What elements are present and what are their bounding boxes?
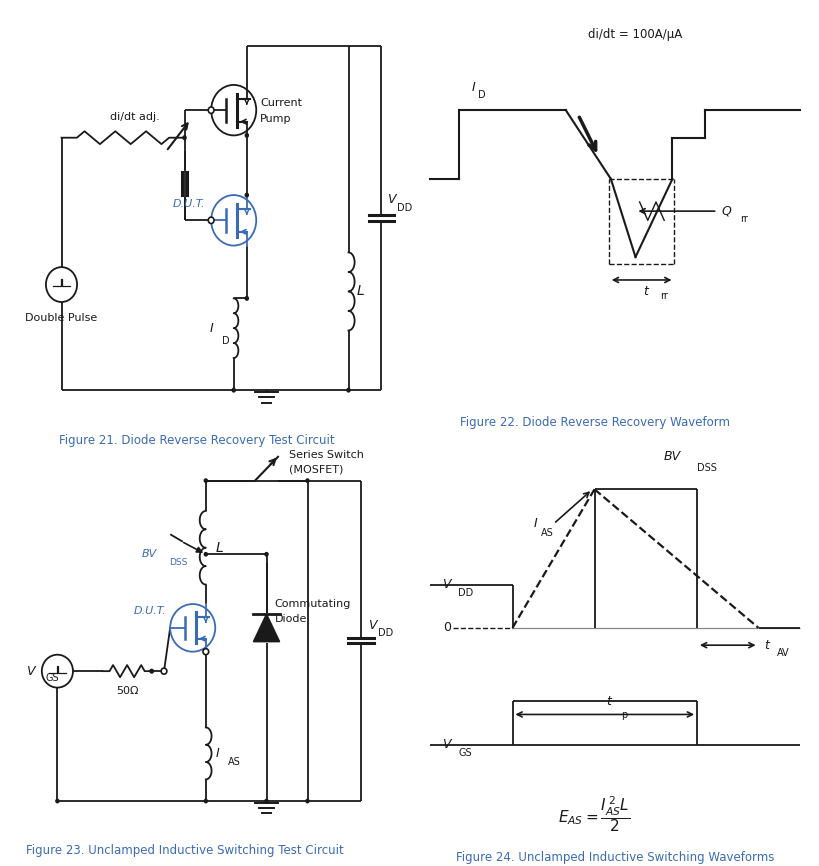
Circle shape [55, 798, 60, 804]
Text: p: p [621, 710, 627, 721]
Circle shape [264, 552, 269, 557]
Text: rr: rr [659, 292, 667, 301]
Circle shape [203, 478, 208, 483]
Text: D: D [477, 90, 485, 100]
Text: I: I [471, 81, 475, 94]
Circle shape [244, 296, 249, 301]
Text: GS: GS [458, 748, 472, 759]
Text: BV: BV [663, 450, 680, 463]
Text: AS: AS [229, 757, 241, 767]
Text: Double Pulse: Double Pulse [25, 313, 97, 324]
Polygon shape [253, 614, 279, 642]
Text: GS: GS [45, 673, 59, 683]
Text: L: L [356, 284, 364, 299]
Circle shape [208, 217, 214, 223]
Text: Figure 24. Unclamped Inductive Switching Waveforms: Figure 24. Unclamped Inductive Switching… [455, 850, 773, 864]
Text: DD: DD [378, 628, 393, 638]
Circle shape [305, 798, 310, 804]
Text: 0: 0 [442, 621, 450, 635]
Text: V: V [387, 193, 396, 206]
Circle shape [203, 649, 209, 655]
Text: Figure 22. Diode Reverse Recovery Waveform: Figure 22. Diode Reverse Recovery Wavefo… [459, 416, 729, 429]
Circle shape [203, 552, 208, 557]
Text: Diode: Diode [274, 614, 306, 624]
Text: V: V [442, 578, 450, 591]
Text: DD: DD [458, 588, 473, 598]
Text: AV: AV [776, 648, 789, 658]
Circle shape [208, 107, 214, 113]
Circle shape [305, 478, 310, 483]
Text: Q: Q [721, 204, 731, 217]
Text: BV: BV [141, 549, 156, 559]
Text: I: I [532, 517, 536, 531]
Circle shape [203, 798, 208, 804]
Text: V: V [442, 738, 450, 752]
Circle shape [170, 604, 215, 651]
Text: I: I [216, 746, 219, 760]
Text: Figure 21. Diode Reverse Recovery Test Circuit: Figure 21. Diode Reverse Recovery Test C… [59, 434, 334, 447]
Circle shape [244, 192, 249, 197]
Text: D.U.T.: D.U.T. [173, 199, 206, 210]
Text: V: V [368, 619, 376, 632]
Text: di/dt = 100A/μA: di/dt = 100A/μA [588, 28, 681, 41]
Text: AS: AS [541, 527, 554, 538]
Text: DD: DD [396, 203, 412, 213]
Text: rr: rr [740, 215, 747, 224]
Text: (MOSFET): (MOSFET) [289, 465, 343, 475]
Circle shape [346, 388, 351, 392]
Text: t: t [606, 695, 610, 708]
Text: I: I [209, 321, 213, 334]
Circle shape [264, 798, 269, 804]
Text: Figure 23. Unclamped Inductive Switching Test Circuit: Figure 23. Unclamped Inductive Switching… [25, 844, 343, 857]
Text: DSS: DSS [696, 463, 716, 474]
Text: t: t [764, 638, 768, 652]
Text: 50Ω: 50Ω [115, 686, 138, 696]
Text: L: L [216, 540, 224, 555]
Text: t: t [643, 285, 647, 298]
Circle shape [211, 85, 256, 135]
Circle shape [161, 669, 167, 674]
Text: Series Switch: Series Switch [289, 449, 364, 460]
Circle shape [244, 132, 249, 138]
Circle shape [149, 669, 154, 674]
Circle shape [211, 195, 256, 246]
Text: DSS: DSS [169, 559, 187, 567]
Text: V: V [26, 664, 34, 678]
Text: Commutating: Commutating [274, 599, 351, 609]
Circle shape [149, 669, 154, 674]
Text: D: D [222, 336, 229, 346]
Text: D.U.T.: D.U.T. [133, 606, 165, 617]
Circle shape [231, 388, 236, 392]
Circle shape [182, 135, 187, 140]
Text: $E_{AS} = \dfrac{I_{AS}^{\,2}L}{2}$: $E_{AS} = \dfrac{I_{AS}^{\,2}L}{2}$ [558, 794, 630, 834]
Text: Pump: Pump [260, 114, 292, 125]
Text: Current: Current [260, 98, 302, 108]
Text: di/dt adj.: di/dt adj. [111, 112, 160, 121]
